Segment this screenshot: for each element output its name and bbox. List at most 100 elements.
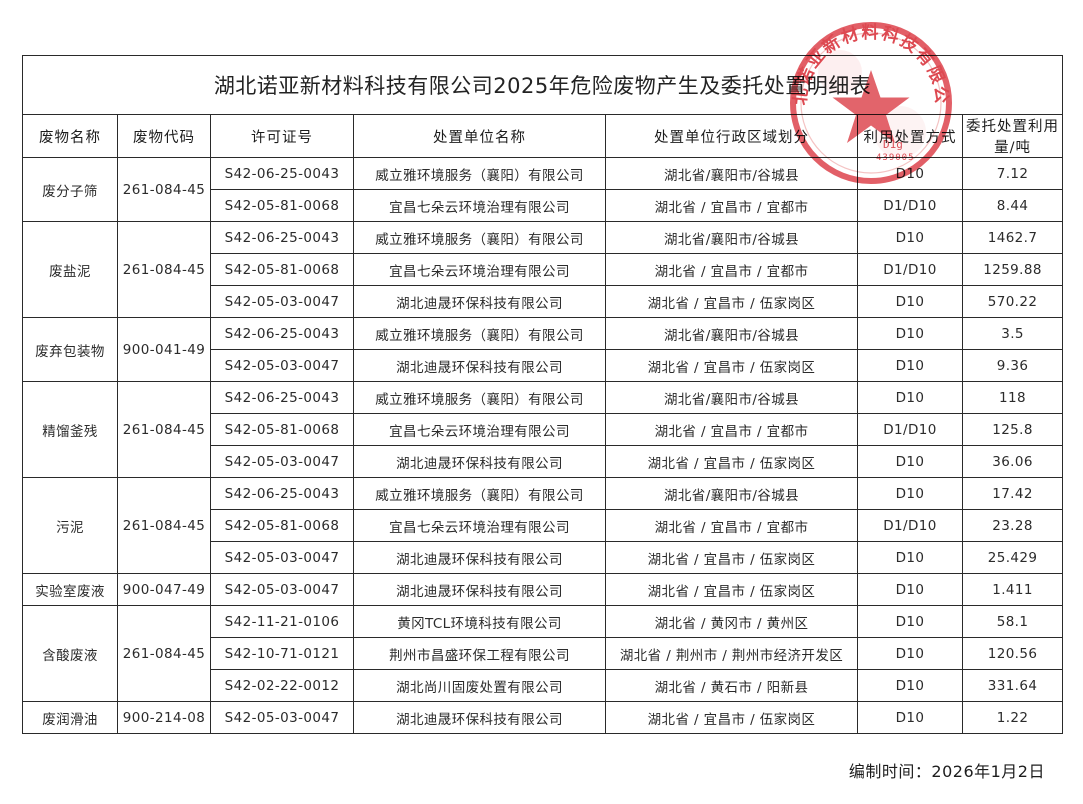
cell-waste-code: 261-084-45 xyxy=(117,477,211,574)
column-header-amount: 委托处置利用量/吨 xyxy=(961,114,1064,158)
cell-disposal-unit: 威立雅环境服务（襄阳）有限公司 xyxy=(353,317,606,350)
cell-amount: 125.8 xyxy=(961,413,1064,446)
cell-disposal-unit: 威立雅环境服务（襄阳）有限公司 xyxy=(353,157,606,190)
waste-disposal-table: 湖北诺亚新材料科技有限公司2025年危险废物产生及委托处置明细表 废物名称 废物… xyxy=(21,55,1064,734)
cell-license-no: S42-05-81-0068 xyxy=(210,413,354,446)
table-row: 废盐泥 261-084-45 S42-06-25-0043 威立雅环境服务（襄阳）有限… xyxy=(22,221,1064,318)
waste-disposal-table-container: 湖北诺亚新材料科技有限公司2025年危险废物产生及委托处置明细表 废物名称 废物… xyxy=(21,55,1064,734)
table-row: 含酸废液 261-084-45 S42-11-21-0106 黄冈TCL环境科技有限公… xyxy=(22,605,1064,702)
cell-method: D10 xyxy=(857,381,963,414)
cell-region: 湖北省 / 黄冈市 / 黄州区 xyxy=(605,605,858,638)
cell-amount: 8.44 xyxy=(961,189,1064,222)
cell-waste-code: 261-084-45 xyxy=(117,605,211,702)
cell-method: D10 xyxy=(857,285,963,318)
cell-region: 湖北省 / 宜昌市 / 伍家岗区 xyxy=(605,285,858,318)
cell-disposal-unit: 湖北迪晟环保科技有限公司 xyxy=(353,285,606,318)
cell-license-no: S42-05-81-0068 xyxy=(210,253,354,286)
column-header-waste-code: 废物代码 xyxy=(117,114,211,158)
cell-amount: 17.42 xyxy=(961,477,1064,510)
cell-amount: 7.12 xyxy=(961,157,1064,190)
cell-disposal-unit: 宜昌七朵云环境治理有限公司 xyxy=(353,413,606,446)
cell-waste-name: 废弃包装物 xyxy=(22,317,118,382)
cell-waste-code: 900-041-49 xyxy=(117,317,211,382)
column-header-license-no: 许可证号 xyxy=(210,114,354,158)
cell-method: D10 xyxy=(857,637,963,670)
cell-disposal-unit: 湖北尚川固废处置有限公司 xyxy=(353,669,606,702)
cell-region: 湖北省 / 宜昌市 / 伍家岗区 xyxy=(605,349,858,382)
cell-disposal-unit: 威立雅环境服务（襄阳）有限公司 xyxy=(353,221,606,254)
table-title-row: 湖北诺亚新材料科技有限公司2025年危险废物产生及委托处置明细表 xyxy=(21,55,1064,115)
column-header-disposal-unit: 处置单位名称 xyxy=(353,114,606,158)
cell-region: 湖北省/襄阳市/谷城县 xyxy=(605,477,858,510)
cell-method: D1/D10 xyxy=(857,413,963,446)
table-row: S42-05-81-0068 宜昌七朵云环境治理有限公司 湖北省 / 宜昌市 / 宜… xyxy=(23,189,1064,222)
cell-region: 湖北省 / 宜昌市 / 伍家岗区 xyxy=(605,445,858,478)
cell-amount: 36.06 xyxy=(961,445,1064,478)
cell-waste-name: 废润滑油 xyxy=(22,701,118,734)
cell-amount: 1.22 xyxy=(961,701,1064,734)
cell-waste-name: 含酸废液 xyxy=(22,605,118,702)
table-row: S42-05-03-0047 湖北迪晟环保科技有限公司 湖北省 / 宜昌市 / 伍家… xyxy=(23,285,1064,318)
cell-amount: 331.64 xyxy=(961,669,1064,702)
cell-disposal-unit: 威立雅环境服务（襄阳）有限公司 xyxy=(353,381,606,414)
cell-disposal-unit: 湖北迪晟环保科技有限公司 xyxy=(353,573,606,606)
page-title: 湖北诺亚新材料科技有限公司2025年危险废物产生及委托处置明细表 xyxy=(21,55,1064,115)
cell-amount: 1.411 xyxy=(961,573,1064,606)
cell-region: 湖北省/襄阳市/谷城县 xyxy=(605,317,858,350)
cell-amount: 1259.88 xyxy=(961,253,1064,286)
cell-license-no: S42-11-21-0106 xyxy=(210,605,354,638)
cell-amount: 25.429 xyxy=(961,541,1064,574)
cell-method: D10 xyxy=(857,349,963,382)
table-row: S42-02-22-0012 湖北尚川固废处置有限公司 湖北省 / 黄石市 / 阳新… xyxy=(23,669,1064,702)
cell-method: D10 xyxy=(857,477,963,510)
column-header-region: 处置单位行政区域划分 xyxy=(605,114,858,158)
cell-amount: 1462.7 xyxy=(961,221,1064,254)
table-row: 实验室废液 900-047-49 S42-05-03-0047 湖北迪晟环保科技有限公… xyxy=(22,573,1064,606)
cell-amount: 3.5 xyxy=(961,317,1064,350)
cell-region: 湖北省 / 黄石市 / 阳新县 xyxy=(605,669,858,702)
cell-region: 湖北省/襄阳市/谷城县 xyxy=(605,381,858,414)
cell-method: D1/D10 xyxy=(857,509,963,542)
cell-method: D10 xyxy=(857,605,963,638)
cell-license-no: S42-05-03-0047 xyxy=(210,349,354,382)
cell-license-no: S42-05-81-0068 xyxy=(210,189,354,222)
table-row: 废弃包装物 900-041-49 S42-06-25-0043 威立雅环境服务（襄阳）… xyxy=(22,317,1064,382)
cell-disposal-unit: 荆州市昌盛环保工程有限公司 xyxy=(353,637,606,670)
cell-disposal-unit: 威立雅环境服务（襄阳）有限公司 xyxy=(353,477,606,510)
cell-waste-code: 261-084-45 xyxy=(117,221,211,318)
cell-disposal-unit: 黄冈TCL环境科技有限公司 xyxy=(353,605,606,638)
cell-amount: 118 xyxy=(961,381,1064,414)
cell-disposal-unit: 湖北迪晟环保科技有限公司 xyxy=(353,701,606,734)
cell-waste-name: 废分子筛 xyxy=(22,157,118,222)
cell-waste-code: 261-084-45 xyxy=(117,381,211,478)
cell-waste-code: 261-084-45 xyxy=(117,157,211,222)
cell-region: 湖北省 / 宜昌市 / 宜都市 xyxy=(605,189,858,222)
cell-license-no: S42-06-25-0043 xyxy=(210,221,354,254)
table-row: 废润滑油 900-214-08 S42-05-03-0047 湖北迪晟环保科技有限公司… xyxy=(22,701,1064,734)
cell-method: D10 xyxy=(857,445,963,478)
cell-license-no: S42-05-03-0047 xyxy=(210,445,354,478)
compilation-date: 编制时间：2026年1月2日 xyxy=(848,762,1045,781)
cell-region: 湖北省 / 宜昌市 / 宜都市 xyxy=(605,509,858,542)
cell-waste-code: 900-047-49 xyxy=(117,573,211,606)
table-row: S42-05-81-0068 宜昌七朵云环境治理有限公司 湖北省 / 宜昌市 / 宜… xyxy=(23,413,1064,446)
cell-region: 湖北省 / 宜昌市 / 伍家岗区 xyxy=(605,701,858,734)
cell-amount: 570.22 xyxy=(961,285,1064,318)
cell-disposal-unit: 湖北迪晟环保科技有限公司 xyxy=(353,541,606,574)
cell-license-no: S42-05-03-0047 xyxy=(210,573,354,606)
column-header-method: 利用处置方式 xyxy=(857,114,963,158)
cell-waste-name: 精馏釜残 xyxy=(22,381,118,478)
cell-license-no: S42-02-22-0012 xyxy=(210,669,354,702)
cell-license-no: S42-05-03-0047 xyxy=(210,701,354,734)
table-row: 精馏釜残 261-084-45 S42-06-25-0043 威立雅环境服务（襄阳）有… xyxy=(22,381,1064,478)
cell-region: 湖北省 / 宜昌市 / 伍家岗区 xyxy=(605,573,858,606)
column-header-waste-name: 废物名称 xyxy=(22,114,118,158)
cell-region: 湖北省 / 荆州市 / 荆州市经济开发区 xyxy=(605,637,858,670)
cell-method: D10 xyxy=(857,317,963,350)
cell-amount: 58.1 xyxy=(961,605,1064,638)
cell-waste-name: 污泥 xyxy=(22,477,118,574)
cell-waste-name: 实验室废液 xyxy=(22,573,118,606)
cell-disposal-unit: 湖北迪晟环保科技有限公司 xyxy=(353,445,606,478)
table-row: S42-10-71-0121 荆州市昌盛环保工程有限公司 湖北省 / 荆州市 / 荆… xyxy=(23,637,1064,670)
